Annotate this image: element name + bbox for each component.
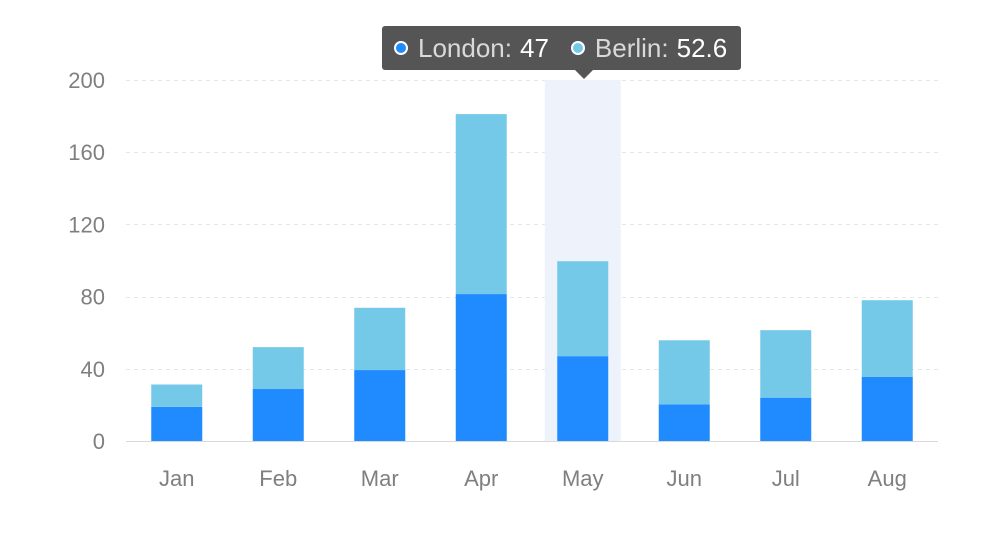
berlin-dot-icon [570,41,585,55]
bars [151,114,913,441]
bar-london-jul[interactable] [760,397,812,441]
tooltip-entry-berlin: Berlin: 52.6 [570,32,728,64]
bar-berlin-jun[interactable] [658,340,710,405]
tooltip-series-name: Berlin: [594,32,669,63]
x-tick-label: Aug [868,466,907,491]
axes: 0 40 80 120 160 200 Jan Feb Mar Apr May Jun Jul Aug [68,68,938,491]
y-tick-label: 40 [81,357,105,382]
x-tick-label: May [562,466,604,491]
tooltip-entry-london: London: 47 [394,33,549,64]
bar-london-jan[interactable] [151,406,203,441]
bar-london-feb[interactable] [252,389,304,441]
bar-london-jun[interactable] [658,404,710,441]
london-dot-icon [394,41,408,55]
bar-london-mar[interactable] [354,370,406,441]
tooltip-series-name: London: [418,32,512,63]
bar-berlin-aug[interactable] [861,300,913,377]
x-tick-label: Mar [361,466,399,491]
tooltip: London: 47 Berlin: 52.6 [382,26,742,79]
bar-london-apr[interactable] [455,294,507,441]
tooltip-series-value: 47 [519,32,549,63]
y-tick-label: 120 [68,212,105,237]
bar-london-aug[interactable] [861,376,913,441]
y-tick-label: 80 [81,285,105,310]
x-tick-label: Apr [464,466,498,491]
bar-berlin-may[interactable] [557,261,609,357]
x-tick-label: Jul [772,466,800,491]
bar-berlin-apr[interactable] [455,114,507,295]
bar-london-may[interactable] [557,356,609,441]
bar-berlin-mar[interactable] [354,307,406,371]
tooltip-series-value: 52.6 [676,32,728,63]
x-tick-label: Jun [667,466,702,491]
y-tick-label: 0 [93,429,105,454]
y-tick-label: 200 [68,68,105,93]
bar-berlin-jul[interactable] [760,330,812,398]
bar-berlin-jan[interactable] [151,384,203,407]
x-tick-label: Feb [259,466,297,491]
bar-berlin-feb[interactable] [252,347,304,390]
y-tick-label: 160 [68,140,105,165]
grid-lines [126,80,938,370]
x-tick-label: Jan [159,466,194,491]
